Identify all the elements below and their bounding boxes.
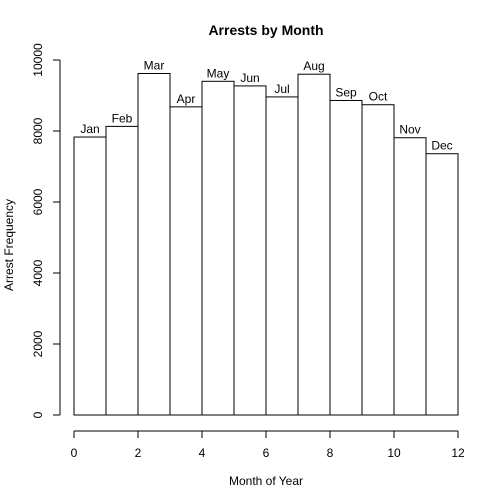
bar-label-jan: Jan <box>80 122 99 136</box>
bar-label-aug: Aug <box>303 59 324 73</box>
bar-label-dec: Dec <box>431 139 452 153</box>
bar-oct <box>361 104 395 416</box>
bar-aug <box>297 73 331 416</box>
x-tick-label: 4 <box>199 446 206 460</box>
bar-dec <box>425 153 459 416</box>
bar-label-jul: Jul <box>274 82 289 96</box>
bar-may <box>201 80 235 416</box>
bar-label-feb: Feb <box>112 111 133 125</box>
bar-label-oct: Oct <box>369 90 388 104</box>
y-axis-label: Arrest Frequency <box>2 199 16 291</box>
bars-group <box>73 72 459 416</box>
x-tick-label: 8 <box>327 446 334 460</box>
bar-label-sep: Sep <box>335 85 357 99</box>
y-tick-label: 10000 <box>31 43 45 77</box>
bar-jul <box>265 96 299 416</box>
y-tick-label: 6000 <box>31 188 45 215</box>
bar-label-apr: Apr <box>177 92 196 106</box>
x-axis: 0 2 4 6 8 10 12 <box>71 430 465 460</box>
bar-sep <box>329 99 363 416</box>
x-tick-label: 12 <box>451 446 465 460</box>
y-tick-label: 0 <box>31 411 45 418</box>
bar-nov <box>393 137 427 416</box>
x-tick-label: 2 <box>135 446 142 460</box>
y-tick-label: 4000 <box>31 259 45 286</box>
bar-jun <box>233 85 267 416</box>
x-tick-label: 6 <box>263 446 270 460</box>
bar-label-may: May <box>207 66 230 80</box>
bar-label-mar: Mar <box>144 58 165 72</box>
bar-apr <box>169 106 203 416</box>
bar-mar <box>137 72 171 416</box>
bar-labels-group: Jan Feb Mar Apr May Jun Jul Aug Sep Oct Nov Dec <box>80 58 452 152</box>
bar-label-nov: Nov <box>399 123 420 137</box>
y-tick-label: 8000 <box>31 117 45 144</box>
bar-feb <box>105 125 139 416</box>
x-tick-label: 0 <box>71 446 78 460</box>
x-tick-label: 10 <box>387 446 401 460</box>
chart-title: Arrests by Month <box>208 22 323 38</box>
y-axis: 0 2000 4000 6000 8000 10000 <box>31 43 61 418</box>
x-axis-label: Month of Year <box>229 474 303 488</box>
y-tick-label: 2000 <box>31 330 45 357</box>
bar-jan <box>73 136 107 416</box>
bar-label-jun: Jun <box>240 71 259 85</box>
